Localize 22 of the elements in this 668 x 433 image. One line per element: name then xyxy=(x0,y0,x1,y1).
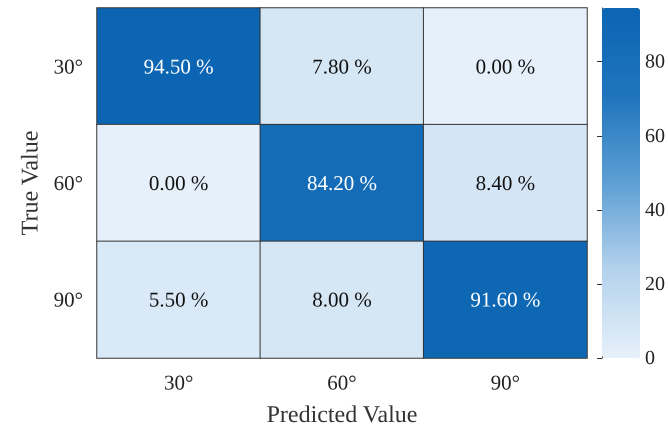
color-bar-label: 0 xyxy=(645,347,655,369)
color-bar-label: 80 xyxy=(645,50,665,73)
x-tick-label: 30° xyxy=(164,370,194,394)
y-axis-title: True Value xyxy=(18,130,44,236)
data-label: 94.50 % xyxy=(144,54,214,78)
data-label: 5.50 % xyxy=(148,288,208,312)
color-bar-label: 20 xyxy=(645,272,665,295)
data-label: 8.00 % xyxy=(312,288,372,312)
x-axis-title: Predicted Value xyxy=(266,402,418,428)
color-bar-label: 60 xyxy=(645,124,665,147)
y-tick-label: 60° xyxy=(54,171,83,195)
x-tick-label: 60° xyxy=(327,370,357,394)
color-bar-label: 40 xyxy=(645,198,665,221)
data-label: 8.40 % xyxy=(476,171,536,195)
data-label: 7.80 % xyxy=(312,54,372,78)
data-label: 0.00 % xyxy=(148,171,208,195)
data-label: 91.60 % xyxy=(470,288,540,312)
y-tick-label: 30° xyxy=(54,54,83,78)
data-label: 84.20 % xyxy=(307,171,377,195)
y-tick-label: 90° xyxy=(54,288,83,312)
x-tick-label: 90° xyxy=(490,370,520,394)
data-label: 0.00 % xyxy=(476,54,536,78)
